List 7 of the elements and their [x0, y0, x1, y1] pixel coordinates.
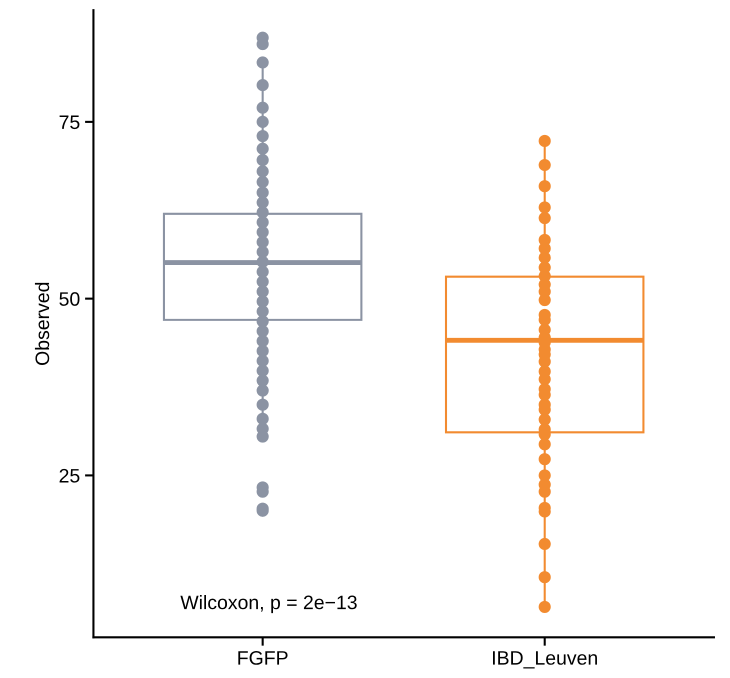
y-tick-label: 75 [60, 116, 80, 130]
y-tick-label: 50 [59, 292, 80, 306]
x-tick-label: IBD_Leuven [493, 651, 597, 668]
x-tick-label: FGFP [238, 651, 288, 665]
y-tick-label: 25 [60, 468, 80, 483]
y-axis-title: Observed [34, 282, 50, 365]
annotation: Wilcoxon, p = 2e−13 [180, 595, 357, 614]
